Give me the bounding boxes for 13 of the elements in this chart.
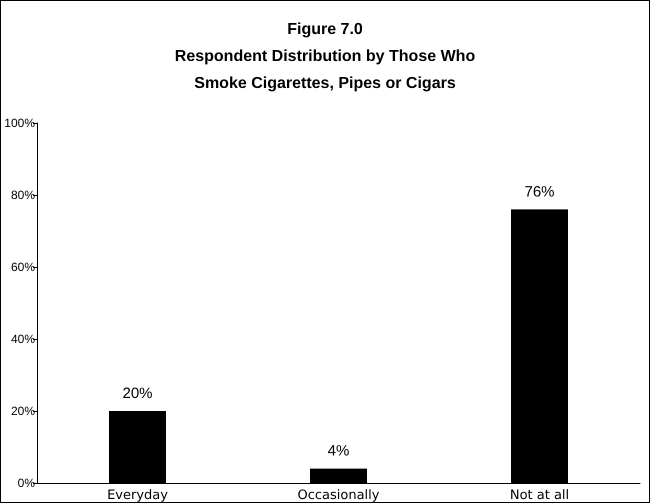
y-tick-label: 40% [10,332,36,346]
data-label: 4% [328,442,350,460]
y-tick-label: 100% [4,116,36,130]
x-tick-label: Occasionally [298,488,380,503]
y-tick-label: 60% [10,260,36,274]
x-tick-label: Everyday [107,488,168,503]
y-tick-label: 80% [10,188,36,202]
x-tick-label: Not at all [510,488,570,503]
data-label: 76% [524,183,555,200]
y-tick-label: 20% [10,404,36,418]
chart-title: Figure 7.0 Respondent Distribution by Those Who Smoke Cigarettes, Pipes or Cigars [174,21,476,92]
y-tick-label: 0% [18,476,36,490]
data-label: 20% [122,385,153,402]
